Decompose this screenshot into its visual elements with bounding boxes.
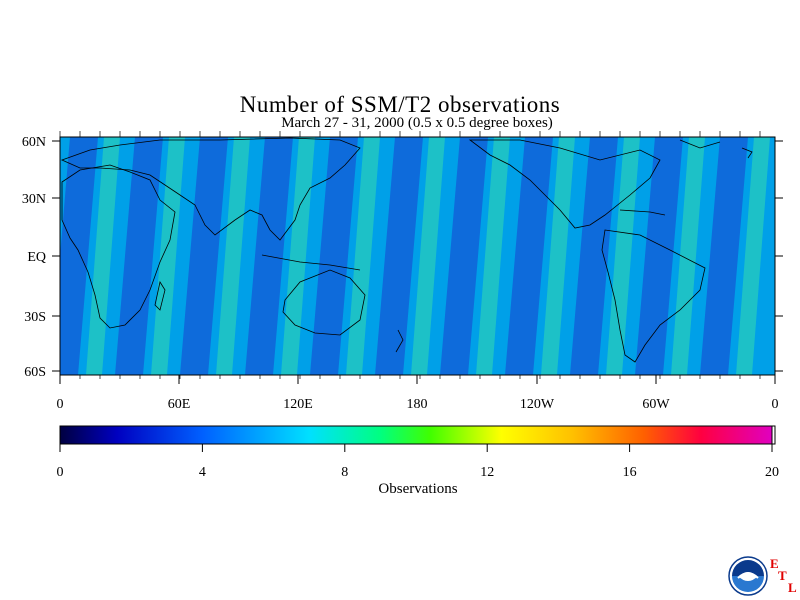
low-count-swath xyxy=(700,137,748,375)
colorbar-end xyxy=(771,425,776,445)
noaa-logo xyxy=(728,556,768,596)
etl-letter-l: L xyxy=(788,580,797,595)
colorbar-tick-label: 8 xyxy=(341,465,348,480)
longitude-label: 60W xyxy=(642,397,670,412)
high-count-swath xyxy=(671,137,705,375)
longitude-axis: 0 60E 120E 180 120W 60W 0 xyxy=(57,131,779,412)
colorbar-tick-label: 20 xyxy=(765,465,779,480)
longitude-label: 60E xyxy=(168,397,191,412)
page-title: Number of SSM/T2 observations xyxy=(239,92,561,117)
colorbar xyxy=(59,425,773,445)
latitude-label: 60S xyxy=(24,365,46,380)
longitude-label: 180 xyxy=(407,397,428,412)
etl-letter-t: T xyxy=(778,568,787,583)
low-count-swath xyxy=(60,137,98,375)
colorbar-tick-label: 16 xyxy=(623,465,637,480)
longitude-label: 0 xyxy=(772,397,779,412)
high-count-swath xyxy=(411,137,445,375)
longitude-label: 0 xyxy=(57,397,64,412)
high-count-swath xyxy=(346,137,380,375)
low-count-swath xyxy=(440,137,488,375)
page-subtitle: March 27 - 31, 2000 (0.5 x 0.5 degree bo… xyxy=(281,115,553,131)
high-count-swath xyxy=(216,137,250,375)
latitude-label: 30S xyxy=(24,310,46,325)
latitude-axis: 60N 30N EQ 30S 60S xyxy=(22,135,783,380)
high-count-swath xyxy=(86,137,120,375)
etl-letter-e: E xyxy=(770,556,779,571)
observation-swaths xyxy=(60,137,770,375)
high-count-swath xyxy=(606,137,640,375)
longitude-label: 120E xyxy=(283,397,313,412)
high-count-swath xyxy=(151,137,185,375)
high-count-swath xyxy=(281,137,315,375)
colorbar-tick-label: 0 xyxy=(57,465,64,480)
colorbar-tick-label: 12 xyxy=(480,465,494,480)
high-count-swath xyxy=(541,137,575,375)
low-count-swath xyxy=(310,137,358,375)
low-count-swath xyxy=(505,137,553,375)
low-count-swath xyxy=(375,137,423,375)
coastlines xyxy=(60,137,753,363)
colorbar-label: Observations xyxy=(378,481,458,497)
latitude-label: 60N xyxy=(22,135,46,150)
low-count-swath xyxy=(635,137,683,375)
colorbar-tick-label: 4 xyxy=(199,465,206,480)
low-count-swath xyxy=(115,137,163,375)
longitude-label: 120W xyxy=(520,397,555,412)
low-count-swath xyxy=(570,137,618,375)
high-count-swath xyxy=(736,137,770,375)
high-count-swath xyxy=(476,137,510,375)
low-count-swath xyxy=(180,137,228,375)
latitude-label: 30N xyxy=(22,192,46,207)
latitude-label: EQ xyxy=(27,250,46,265)
colorbar-axis: 0 4 8 12 16 20 xyxy=(57,444,779,480)
